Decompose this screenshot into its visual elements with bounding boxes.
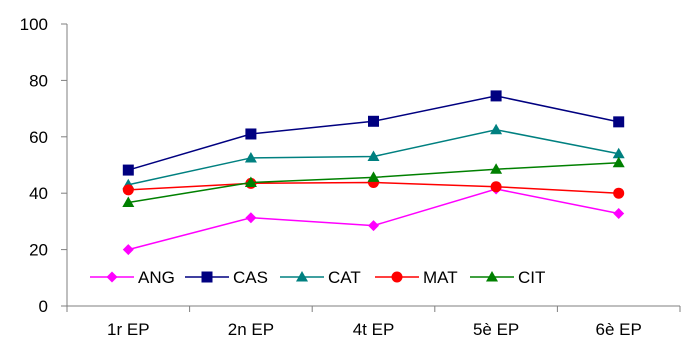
- legend-label-cas: CAS: [233, 268, 268, 287]
- data-point-cas: [368, 115, 379, 127]
- axes: 0 20 40 60 80 100 1r EP 2n EP 4t EP 5è EP 6è EP: [20, 15, 681, 339]
- legend-marker-cit: [486, 271, 498, 282]
- x-tick-label: 5è EP: [473, 320, 519, 339]
- y-tick-label: 80: [29, 71, 48, 90]
- series-line-ang: [128, 188, 619, 251]
- data-point-cit: [367, 171, 380, 182]
- x-tick-label: 4t EP: [353, 320, 395, 339]
- data-point-ang: [245, 212, 257, 224]
- y-tick-label: 20: [29, 241, 48, 260]
- y-tick-label: 40: [29, 184, 48, 203]
- data-point-cat: [612, 147, 625, 159]
- series-ang: [122, 183, 625, 256]
- data-point-ang: [122, 244, 134, 256]
- data-point-cat: [490, 123, 503, 135]
- data-point-cas: [613, 116, 625, 128]
- legend-label-cit: CIT: [518, 268, 545, 287]
- legend-marker-ang: [106, 271, 118, 283]
- y-tick-label: 60: [29, 128, 48, 147]
- data-point-cas: [245, 128, 257, 140]
- data-point-cat: [244, 151, 257, 163]
- legend-marker-cas: [201, 271, 213, 283]
- legend-item-ang: ANG: [90, 268, 175, 287]
- data-point-cat: [367, 150, 380, 162]
- data-point-cit: [612, 156, 625, 168]
- legend-label-mat: MAT: [423, 268, 458, 287]
- y-tick-label: 0: [39, 297, 48, 316]
- series-cit: [122, 156, 625, 208]
- data-point-cas: [490, 90, 502, 102]
- data-point-mat: [613, 187, 625, 199]
- series-layer: [122, 90, 625, 256]
- data-point-ang: [368, 220, 379, 232]
- data-point-ang: [613, 208, 625, 220]
- legend-label-ang: ANG: [138, 268, 175, 287]
- legend: ANG CAS CAT MAT CIT: [90, 268, 545, 287]
- data-point-cas: [122, 164, 134, 176]
- legend-item-cit: CIT: [470, 268, 545, 287]
- legend-item-mat: MAT: [375, 268, 458, 287]
- legend-marker-mat: [391, 271, 403, 283]
- series-cas: [122, 90, 625, 176]
- y-tick-label: 100: [20, 15, 48, 34]
- series-mat: [122, 176, 625, 199]
- legend-marker-cat: [296, 271, 308, 282]
- data-point-mat: [122, 184, 134, 196]
- data-point-mat: [490, 181, 502, 193]
- legend-item-cas: CAS: [185, 268, 268, 287]
- legend-item-cat: CAT: [280, 268, 361, 287]
- x-tick-label: 2n EP: [228, 320, 274, 339]
- data-point-cit: [490, 163, 503, 174]
- x-tick-label: 1r EP: [107, 320, 150, 339]
- data-point-cit: [122, 196, 135, 208]
- legend-label-cat: CAT: [328, 268, 361, 287]
- x-tick-label: 6è EP: [596, 320, 642, 339]
- data-point-cit: [244, 176, 257, 187]
